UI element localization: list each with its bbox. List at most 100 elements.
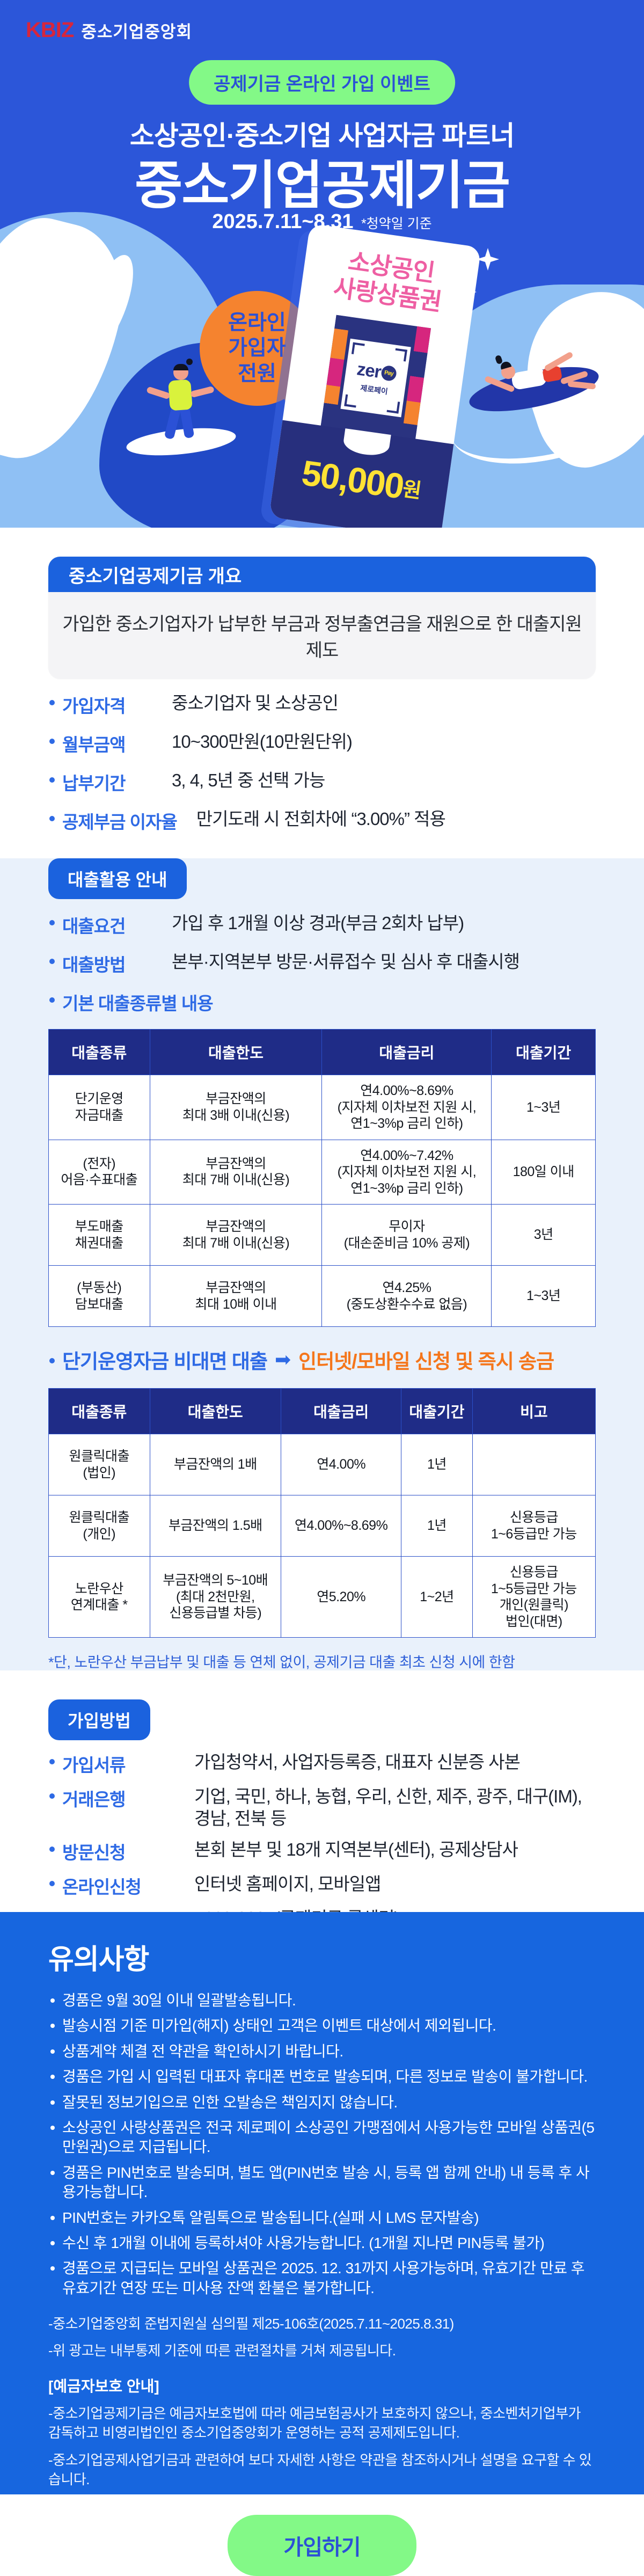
- event-period: 2025.7.11~8.31 *청약일 기준: [0, 210, 644, 233]
- item-value: 본부·지역본부 방문·서류접수 및 심사 후 대출시행: [172, 952, 520, 972]
- item-value: 중소기업자 및 소상공인: [172, 693, 339, 713]
- bullet-dot: [50, 2100, 55, 2105]
- notice-item: 경품은 9월 30일 이내 일괄발송됩니다.: [48, 1991, 596, 2010]
- notice-item: 경품은 PIN번호로 발송되며, 별도 앱(PIN번호 발송 시, 등록 앱 함…: [48, 2163, 596, 2202]
- column-header: 대출금리: [321, 1029, 492, 1075]
- table-cell: 부금잔액의 1배: [149, 1434, 282, 1495]
- nonface-loan-table: 대출종류 대출한도 대출금리 대출기간 비고 원클릭대출 (법인) 부금잔액의 …: [48, 1388, 596, 1638]
- notice-item: PIN번호는 카카오톡 알림톡으로 발송됩니다.(실패 시 LMS 문자발송): [48, 2208, 596, 2228]
- item-value: 기업, 국민, 하나, 농협, 우리, 신한, 제주, 광주, 대구(IM), …: [194, 1786, 582, 1829]
- table-cell: 연5.20%: [281, 1556, 402, 1638]
- list-item: 가입자격 중소기업자 및 소상공인: [48, 692, 596, 718]
- bullet-dot: [49, 1880, 55, 1886]
- list-item: 납부기간 3, 4, 5년 중 선택 가능: [48, 769, 596, 795]
- item-label: 기본 대출종류별 내용: [62, 994, 214, 1013]
- table-cell: 1년: [401, 1495, 473, 1557]
- table-cell: 원클릭대출 (법인): [48, 1434, 150, 1495]
- item-label: 온라인신청: [62, 1877, 142, 1897]
- list-item: 거래은행 기업, 국민, 하나, 농협, 우리, 신한, 제주, 광주, 대구(…: [48, 1785, 596, 1830]
- table-row: 노란우산 연계대출 * 부금잔액의 5~10배 (최대 2천만원, 신용등급별 …: [48, 1556, 596, 1638]
- table-cell: 부금잔액의 5~10배 (최대 2천만원, 신용등급별 차등): [149, 1556, 282, 1638]
- table-cell: 신용등급 1~5등급만 가능 개인(원클릭) 법인(대면): [472, 1556, 596, 1638]
- table-cell: 부금잔액의 최대 7배 이내(신용): [149, 1204, 323, 1266]
- list-item: 가입서류 가입청약서, 사업자등록증, 대표자 신분증 사본: [48, 1751, 596, 1777]
- notice-title: 유의사항: [48, 1944, 149, 1975]
- coupon-amount-unit: 원: [401, 477, 422, 502]
- table-cell: 부금잔액의 최대 10배 이내: [149, 1265, 323, 1327]
- zeropay-korean: 제로페이: [360, 383, 389, 396]
- table-row: 원클릭대출 (개인) 부금잔액의 1.5배 연4.00%~8.69% 1년 신용…: [48, 1495, 596, 1557]
- bullet-dot: [49, 959, 55, 964]
- join-button[interactable]: 가입하기: [228, 2515, 416, 2576]
- bullet-dot: [50, 2125, 55, 2130]
- bullet-dot: [49, 1846, 55, 1852]
- table-cell: 1~2년: [401, 1556, 473, 1638]
- bullet-dot: [49, 777, 55, 783]
- page-title: 중소기업공제기금: [135, 156, 510, 215]
- table-cell: 연4.00%~7.42% (지자체 이차보전 지원 시, 연1~3%p 금리 인…: [321, 1139, 492, 1205]
- internal-control-note: -위 광고는 내부통제 기준에 따른 관련절차를 거쳐 제공됩니다.: [48, 2343, 396, 2359]
- table-cell: [472, 1434, 596, 1495]
- bullet-dot: [50, 2024, 55, 2028]
- hero-subtitle: 소상공인·중소기업 사업자금 파트너: [129, 121, 515, 151]
- nonface-title-blue: 단기운영자금 비대면 대출: [62, 1351, 268, 1373]
- notice-item: 발송시점 기준 미가입(해지) 상태인 고객은 이벤트 대상에서 제외됩니다.: [48, 2016, 596, 2035]
- column-header: 비고: [472, 1388, 596, 1434]
- bullet-dot: [50, 1998, 55, 2003]
- table-cell: 연4.00%~8.69% (지자체 이차보전 지원 시, 연1~3%p 금리 인…: [321, 1075, 492, 1140]
- sparkle-icon: [477, 248, 499, 271]
- coupon-title: 소상공인 사랑상품권: [332, 247, 443, 316]
- item-value: 가입청약서, 사업자등록증, 대표자 신분증 사본: [194, 1752, 521, 1772]
- item-label: 거래은행: [62, 1790, 126, 1809]
- table-header-row: 대출종류 대출한도 대출금리 대출기간 비고: [48, 1388, 596, 1434]
- deposit-protection-note: -중소기업공제사업기금과 관련하여 보다 자세한 사항은 약관을 참조하시거나 …: [48, 2451, 592, 2488]
- table-cell: 부도매출 채권대출: [48, 1204, 150, 1266]
- table-cell: (전자) 어음·수표대출: [48, 1139, 150, 1205]
- zeropay-logo: zer Pay 제로페이: [320, 315, 431, 441]
- table-row: (전자) 어음·수표대출 부금잔액의 최대 7배 이내(신용) 연4.00%~7…: [48, 1139, 596, 1205]
- qr-corner-icon: [344, 394, 358, 408]
- list-item: 기본 대출종류별 내용: [48, 989, 596, 1015]
- basic-loan-table: 대출종류 대출한도 대출금리 대출기간 단기운영 자금대출 부금잔액의 최대 3…: [48, 1029, 596, 1327]
- join-section-badge: 가입방법: [48, 1699, 150, 1740]
- item-label: 공제부금 이자율: [62, 812, 178, 832]
- org-name: 중소기업중앙회: [81, 23, 192, 41]
- table-cell: 단기운영 자금대출: [48, 1075, 150, 1140]
- item-label: 대출요건: [62, 916, 126, 936]
- period-note: *청약일 기준: [361, 216, 432, 231]
- notice-item: 소상공인 사랑상품권은 전국 제로페이 소상공인 가맹점에서 사용가능한 모바일…: [48, 2118, 596, 2157]
- table-cell: 1~3년: [491, 1265, 596, 1327]
- item-label: 가입자격: [62, 696, 126, 716]
- item-value: 본회 본부 및 18개 지역본부(센터), 공제상담사: [194, 1839, 518, 1859]
- list-item: 온라인신청 인터넷 홈페이지, 모바일앱: [48, 1873, 596, 1899]
- overview-card: 중소기업공제기금 개요 가입한 중소기업자가 납부한 부금과 정부출연금을 재원…: [48, 557, 596, 679]
- bullet-dot: [49, 816, 55, 821]
- column-header: 대출종류: [48, 1388, 150, 1434]
- column-header: 대출한도: [149, 1388, 282, 1434]
- bullet-dot: [50, 2241, 55, 2245]
- loan-guide-section: 대출활용 안내 대출요건 가입 후 1개월 이상 경과(부금 2회차 납부) 대…: [0, 858, 644, 1670]
- bullet-dot: [50, 2266, 55, 2271]
- list-item: 대출방법 본부·지역본부 방문·서류접수 및 심사 후 대출시행: [48, 951, 596, 976]
- table-cell: 신용등급 1~6등급만 가능: [472, 1495, 596, 1557]
- table-cell: 연4.00%~8.69%: [281, 1495, 402, 1557]
- arrow-right-icon: ➡: [275, 1348, 291, 1370]
- column-header: 대출종류: [48, 1029, 150, 1075]
- notice-item: 경품으로 지급되는 모바일 상품권은 2025. 12. 31까지 사용가능하며…: [48, 2259, 596, 2298]
- notice-item: 상품계약 체결 전 약관을 확인하시기 바랍니다.: [48, 2042, 596, 2061]
- water-dot: [541, 329, 546, 334]
- coupon-amount-area: 50,000 원: [269, 420, 454, 528]
- event-badge: 공제기금 온라인 가입 이벤트: [189, 60, 455, 105]
- hero-banner: KBIZ 중소기업중앙회 공제기금 온라인 가입 이벤트 소상공인·중소기업 사…: [0, 0, 644, 528]
- bullet-dot: [49, 997, 55, 1003]
- brand-logo: KBIZ 중소기업중앙회: [26, 18, 192, 42]
- notice-section: 유의사항 경품은 9월 30일 이내 일괄발송됩니다. 발송시점 기준 미가입(…: [0, 1912, 644, 2576]
- join-method-section: 가입방법 가입서류 가입청약서, 사업자등록증, 대표자 신분증 사본 거래은행…: [0, 1670, 644, 1931]
- water-dot: [584, 294, 594, 304]
- table-cell: 1~3년: [491, 1075, 596, 1140]
- bullet-dot: [49, 700, 55, 705]
- bullet-dot: [50, 2049, 55, 2054]
- table-cell: 180일 이내: [491, 1139, 596, 1205]
- table-row: 단기운영 자금대출 부금잔액의 최대 3배 이내(신용) 연4.00%~8.69…: [48, 1075, 596, 1140]
- column-header: 대출한도: [149, 1029, 323, 1075]
